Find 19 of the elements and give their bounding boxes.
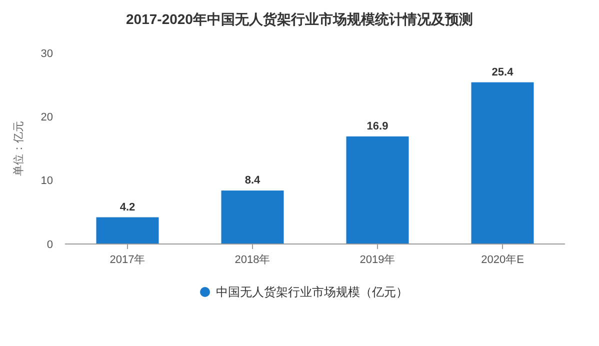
- bar: [471, 82, 534, 244]
- y-axis-title: 单位：亿元: [12, 121, 25, 176]
- x-tick-label: 2018年: [234, 254, 270, 266]
- legend-label: 中国无人货架行业市场规模（亿元）: [216, 285, 408, 300]
- x-tick-label: 2019年: [360, 254, 396, 266]
- y-tick-label: 0: [46, 238, 53, 251]
- chart-title: 2017-2020年中国无人货架行业市场规模统计情况及预测: [126, 11, 473, 27]
- bar: [96, 217, 159, 244]
- bar: [346, 136, 409, 244]
- bar: [221, 190, 284, 244]
- data-label: 8.4: [244, 174, 262, 187]
- data-label: 16.9: [366, 120, 388, 132]
- data-label: 4.2: [120, 201, 136, 214]
- y-tick-label: 10: [40, 175, 53, 188]
- x-tick-label: 2017年: [110, 254, 146, 266]
- data-label: 25.4: [492, 66, 514, 78]
- y-tick-label: 30: [40, 48, 53, 60]
- x-tick-label: 2020年E: [481, 254, 524, 266]
- y-tick-label: 20: [40, 112, 53, 124]
